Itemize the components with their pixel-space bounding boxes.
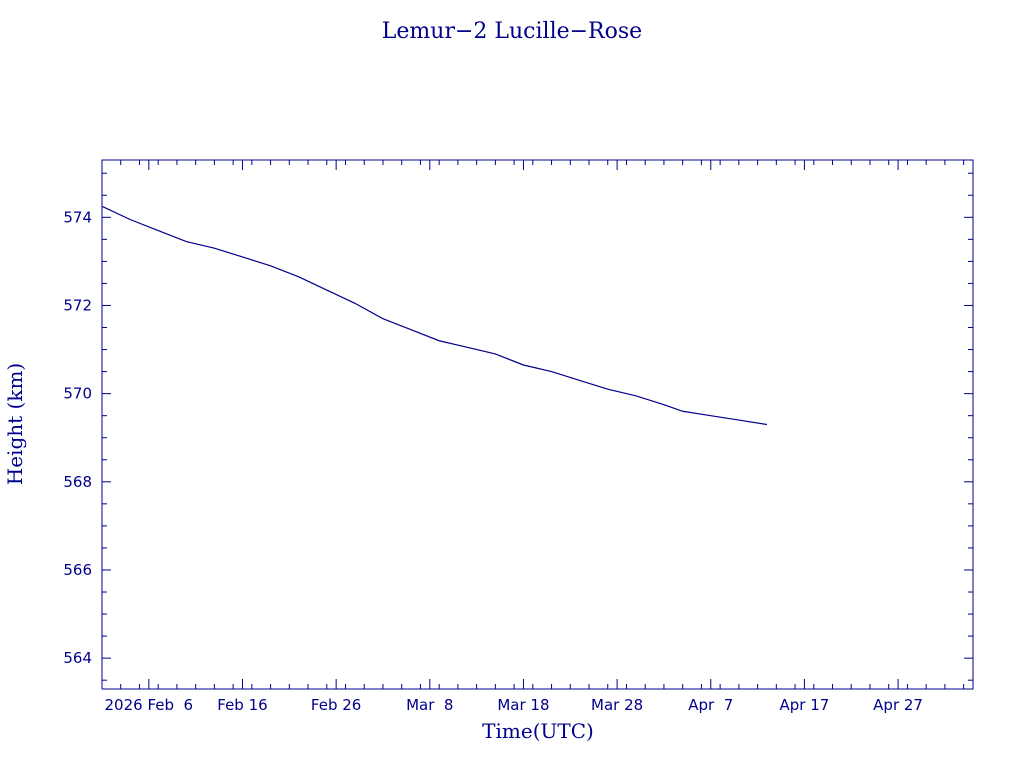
x-tick-label: Mar 28	[591, 696, 643, 714]
x-tick-labels: 2026 Feb 6 Feb 16 Feb 26 Mar 8 Mar 18 Mar 28 A…	[105, 696, 923, 714]
x-tick-label: Mar 18	[497, 696, 549, 714]
minor-ticks	[101, 160, 973, 689]
y-tick-label: 568	[63, 473, 92, 491]
series-line	[101, 205, 768, 426]
y-tick-labels: 564 566 568 570 572 574	[63, 208, 92, 667]
x-tick-label: Apr 7	[688, 696, 733, 714]
x-tick-label: Feb 16	[217, 696, 267, 714]
y-tick-label: 566	[63, 561, 92, 579]
y-tick-label: 574	[63, 208, 92, 226]
y-tick-label: 570	[63, 385, 92, 403]
x-tick-label: 2026 Feb 6	[105, 696, 194, 714]
x-tick-label: Apr 27	[873, 696, 923, 714]
y-tick-label: 572	[63, 296, 92, 314]
x-tick-label: Feb 26	[311, 696, 361, 714]
plot-frame	[101, 159, 974, 690]
major-ticks	[102, 160, 973, 689]
y-axis-label: Height (km)	[3, 363, 27, 485]
x-tick-label: Apr 17	[780, 696, 830, 714]
y-tick-label: 564	[63, 649, 92, 667]
x-axis-label: Time(UTC)	[482, 719, 594, 743]
x-tick-label: Mar 8	[406, 696, 453, 714]
chart-title: Lemur−2 Lucille−Rose	[382, 19, 642, 44]
